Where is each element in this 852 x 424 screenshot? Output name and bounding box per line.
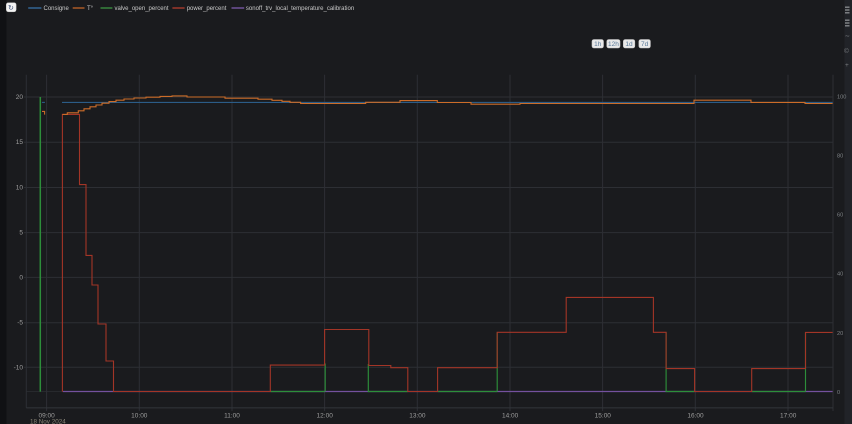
- svg-text:T°: T°: [87, 6, 94, 12]
- svg-text:↻: ↻: [8, 5, 14, 12]
- svg-text:Consigne: Consigne: [44, 6, 70, 12]
- svg-text:15:00: 15:00: [595, 412, 612, 419]
- svg-text:15: 15: [16, 139, 24, 146]
- svg-text:sonoff_trv_local_temperature_c: sonoff_trv_local_temperature_calibration: [246, 6, 354, 12]
- svg-text:20: 20: [837, 331, 843, 337]
- svg-text:©: ©: [844, 47, 849, 55]
- svg-text:0: 0: [19, 274, 23, 281]
- svg-text:-10: -10: [14, 364, 24, 371]
- svg-text:17:00: 17:00: [780, 412, 797, 419]
- svg-text:12:00: 12:00: [317, 412, 334, 419]
- svg-text:16:00: 16:00: [687, 412, 704, 419]
- svg-text:valve_open_percent: valve_open_percent: [115, 6, 169, 12]
- svg-text:13:00: 13:00: [409, 412, 426, 419]
- svg-text:18 Nov 2024: 18 Nov 2024: [30, 418, 66, 424]
- svg-text:∼: ∼: [845, 33, 851, 40]
- svg-text:5: 5: [19, 230, 23, 237]
- svg-text:40: 40: [837, 272, 843, 278]
- svg-text:power_percent: power_percent: [187, 6, 227, 12]
- svg-text:20: 20: [16, 94, 24, 101]
- svg-text:10:00: 10:00: [131, 412, 148, 419]
- svg-text:1h: 1h: [594, 41, 602, 48]
- svg-text:60: 60: [837, 213, 843, 219]
- svg-text:100: 100: [837, 94, 846, 100]
- svg-text:14:00: 14:00: [502, 412, 519, 419]
- svg-text:11:00: 11:00: [224, 412, 240, 419]
- svg-text:1d: 1d: [625, 41, 633, 48]
- svg-text:0: 0: [837, 390, 840, 396]
- svg-text:12h: 12h: [608, 41, 619, 48]
- svg-text:-5: -5: [17, 320, 23, 327]
- svg-text:09:00: 09:00: [38, 412, 55, 419]
- svg-text:80: 80: [837, 154, 843, 160]
- svg-text:10: 10: [16, 185, 24, 192]
- svg-text:7d: 7d: [641, 41, 649, 48]
- svg-text:+: +: [845, 62, 849, 69]
